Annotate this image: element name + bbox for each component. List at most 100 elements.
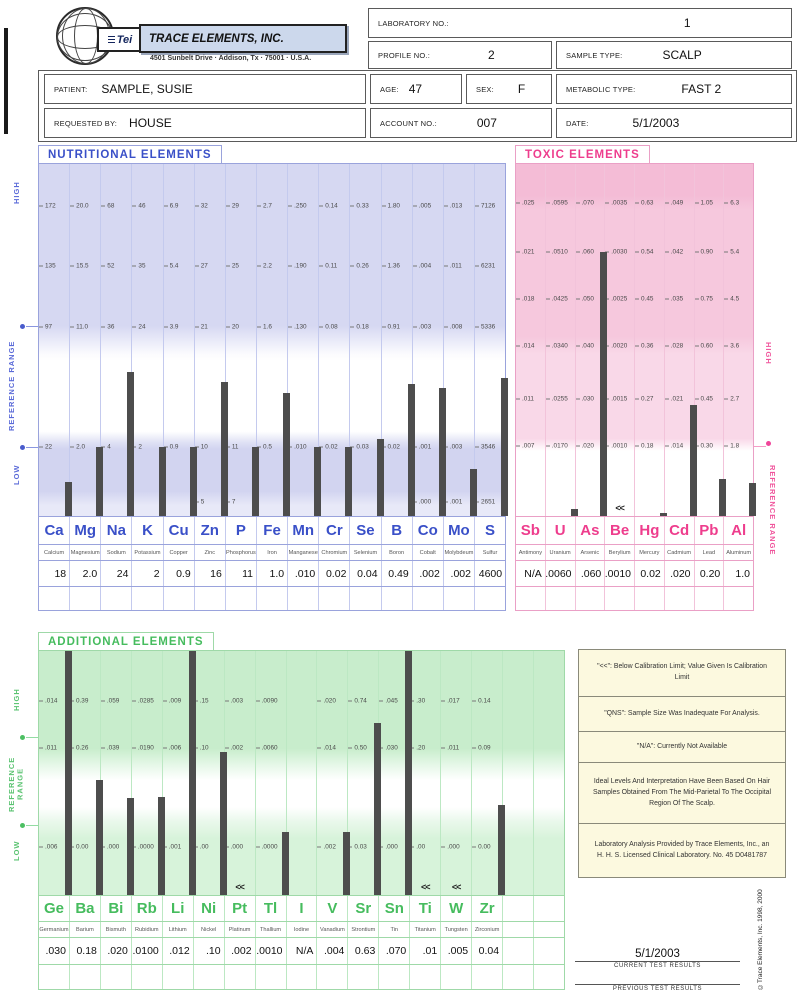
element-symbol: Sb <box>520 522 540 539</box>
tick-label: .021 <box>664 395 683 402</box>
element-value <box>502 938 533 964</box>
tick-label: .003 <box>412 323 431 330</box>
date-value: 5/1/2003 <box>632 116 680 130</box>
tick-label: .20 <box>410 745 425 752</box>
profile-no-box: PROFILE NO.: 2 <box>368 41 552 69</box>
tick-label: .0170 <box>545 443 568 450</box>
empty-cell <box>285 965 317 989</box>
element-name: Rubidium <box>130 922 162 937</box>
tick-dash <box>70 446 75 448</box>
tick-dash <box>162 700 167 702</box>
element-value: 11 <box>224 561 256 586</box>
tick-label: 46 <box>132 202 146 209</box>
copyright-text: ©Trace Elements, Inc. 1998, 2000 <box>757 889 764 990</box>
tick-label: .050 <box>575 296 594 303</box>
value-bar <box>407 383 415 516</box>
element-name: Antimony <box>518 549 543 556</box>
tei-logo-badge: Tei <box>97 27 143 52</box>
tick-dash <box>575 398 580 400</box>
tick-label: .039 <box>100 745 119 752</box>
toxic-range-line <box>754 446 766 447</box>
tick-label: .014 <box>664 443 683 450</box>
tick-dash <box>724 445 729 447</box>
chart-column: .049 .042 .035 .028 .021 .014 <box>663 164 697 516</box>
element-symbol: Zr <box>471 896 502 921</box>
empty-cell <box>162 587 194 610</box>
element-name: Sodium <box>100 545 131 560</box>
tick-label: 11 <box>225 444 238 451</box>
tei-logo-text: Tei <box>116 33 133 46</box>
tick-label: 0.74 <box>348 697 367 704</box>
tick-dash <box>225 501 230 503</box>
chart-column: 0.14 0.11 0.08 0.02 <box>318 164 353 516</box>
tick-dash <box>635 445 639 447</box>
tick-dash <box>472 846 477 848</box>
empty-cell <box>544 587 575 610</box>
value-bar <box>405 651 413 895</box>
value-bar <box>251 447 259 516</box>
element-value: .0060 <box>544 561 575 586</box>
element-value: .020 <box>99 938 131 964</box>
element-symbol: S <box>473 517 505 544</box>
previous-test-rule <box>575 984 740 985</box>
empty-cell <box>440 965 471 989</box>
value-bar <box>374 723 382 895</box>
tick-label: .00 <box>193 844 209 851</box>
tick-label: 0.90 <box>694 248 713 255</box>
element-name: Boron <box>380 545 412 560</box>
empty-cell <box>663 587 694 610</box>
tick-dash <box>474 205 479 207</box>
tick-label: 0.03 <box>348 844 367 851</box>
tick-dash <box>412 326 417 328</box>
element-symbol: Hg <box>634 517 664 544</box>
chart-column: .003 .002 .000 << <box>223 651 255 895</box>
tick-label: .060 <box>575 248 594 255</box>
tick-dash <box>605 345 610 347</box>
tick-label: .0000 <box>131 844 154 851</box>
element-value: 0.02 <box>634 561 664 586</box>
chart-column: .045 .030 .000 <box>378 651 413 895</box>
value-bar <box>376 439 384 516</box>
element-name: Barium <box>68 922 100 937</box>
value-bar <box>570 508 578 516</box>
note-item: Laboratory Analysis Provided by Trace El… <box>594 841 770 859</box>
tick-dash <box>132 446 137 448</box>
element-symbol: P <box>224 517 256 544</box>
element-value: .012 <box>161 938 193 964</box>
nutritional-range-line-bottom <box>26 447 38 448</box>
value-bar <box>498 804 506 895</box>
empty-cell <box>604 587 634 610</box>
profile-no-label: PROFILE NO.: <box>378 50 430 60</box>
tick-label: 6.9 <box>163 202 178 209</box>
tick-label: 0.11 <box>319 263 337 270</box>
metabolic-type-value: FAST 2 <box>681 82 722 96</box>
sample-type-label: SAMPLE TYPE: <box>566 50 623 60</box>
tick-dash <box>163 265 168 267</box>
tick-dash <box>101 265 106 267</box>
tick-label: .0425 <box>545 296 568 303</box>
empty-cell <box>473 587 505 610</box>
tick-dash <box>224 747 229 749</box>
tick-dash <box>545 345 550 347</box>
tick-label: .000 <box>100 844 119 851</box>
nutritional-reference-range-label: REFERENCE RANGE <box>7 340 16 432</box>
element-name: Sulfur <box>473 545 505 560</box>
value-bar <box>719 479 727 516</box>
empty-cell <box>723 587 753 610</box>
empty-cell <box>471 965 502 989</box>
tick-dash <box>194 446 199 448</box>
element-symbol: Pb <box>693 517 724 544</box>
tick-label: .30 <box>410 697 425 704</box>
value-bar <box>220 381 228 516</box>
element-value: N/A <box>285 938 317 964</box>
tick-label: 0.18 <box>350 323 369 330</box>
value-bar <box>689 404 697 516</box>
empty-cell <box>287 587 318 610</box>
tick-dash <box>379 700 384 702</box>
tick-label: .004 <box>412 263 431 270</box>
tick-label: .025 <box>516 199 534 206</box>
chart-column: 1.80 1.36 0.91 0.02 <box>380 164 415 516</box>
tick-label: 20.0 <box>70 202 89 209</box>
chart-column: 0.39 0.26 0.00 <box>68 651 103 895</box>
tick-dash <box>317 846 322 848</box>
